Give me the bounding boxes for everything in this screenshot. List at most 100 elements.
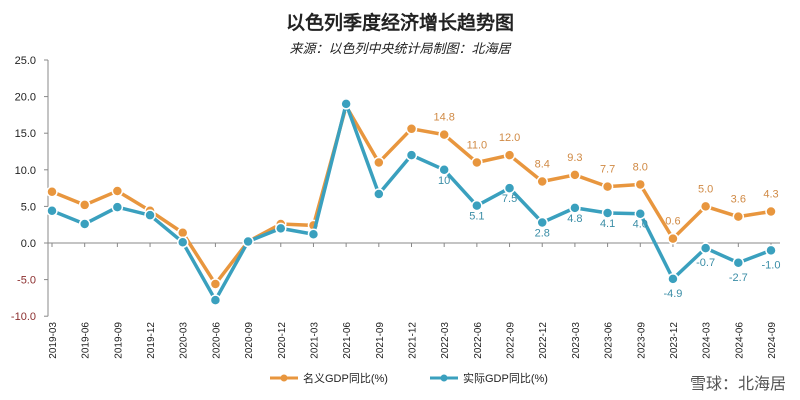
- y-tick-label: 10.0: [15, 165, 36, 177]
- x-tick-label: 2021-09: [375, 322, 386, 359]
- x-tick-label: 2022-03: [440, 322, 451, 359]
- y-tick-label: 0.0: [21, 238, 36, 250]
- x-tick-label: 2019-09: [113, 322, 124, 359]
- data-point: [601, 180, 614, 193]
- data-point: [503, 182, 516, 194]
- y-tick-label: 20.0: [15, 92, 36, 104]
- data-point: [601, 207, 614, 219]
- legend-marker: [280, 374, 288, 382]
- data-label: 3.6: [731, 194, 746, 206]
- x-tick-label: 2023-03: [571, 322, 582, 359]
- data-label: 2.8: [535, 228, 550, 240]
- data-point: [765, 244, 777, 257]
- x-tick-label: 2019-06: [81, 322, 92, 359]
- legend-label: 名义GDP同比(%): [303, 371, 388, 385]
- data-label: 14.8: [433, 112, 454, 124]
- data-label: -2.7: [729, 272, 748, 284]
- watermark: 雪球：北海居: [689, 376, 786, 393]
- data-point: [667, 273, 679, 285]
- chart-subtitle: 来源：以色列中央统计局制图：北海居: [289, 41, 511, 56]
- data-point: [78, 199, 91, 211]
- data-label: -0.7: [696, 257, 715, 269]
- data-point: [209, 278, 222, 290]
- x-tick-label: 2022-06: [473, 322, 484, 359]
- data-point: [176, 227, 189, 239]
- y-tick-label: -5.0: [17, 275, 36, 287]
- x-tick-label: 2023-12: [669, 322, 680, 359]
- data-label: 4.3: [763, 189, 778, 201]
- data-label: 5.0: [698, 183, 713, 195]
- data-point: [667, 232, 679, 245]
- chart-title: 以色列季度经济增长趋势图: [285, 13, 514, 34]
- data-point: [732, 210, 745, 223]
- data-label: -1.0: [762, 259, 781, 271]
- x-tick-label: 2024-09: [767, 322, 778, 359]
- data-label: 9.3: [567, 152, 582, 164]
- x-tick-label: 2021-03: [309, 322, 320, 359]
- data-point: [275, 222, 287, 235]
- data-label: 8.4: [535, 159, 550, 171]
- y-tick-label: 15.0: [15, 128, 36, 140]
- data-point: [503, 149, 516, 161]
- x-tick-label: 2021-12: [408, 322, 419, 359]
- data-label: 7.7: [600, 164, 615, 176]
- data-point: [373, 188, 385, 200]
- data-point: [111, 201, 124, 213]
- x-tick-label: 2024-06: [734, 322, 745, 359]
- data-point: [765, 205, 777, 218]
- data-point: [438, 128, 450, 141]
- data-point: [46, 186, 58, 198]
- data-point: [699, 200, 712, 213]
- x-tick-label: 2022-12: [538, 322, 549, 359]
- data-point: [340, 98, 352, 110]
- data-label: 8.0: [633, 161, 648, 173]
- data-point: [471, 156, 483, 169]
- data-label: 11.0: [467, 139, 488, 151]
- data-label: -4.9: [663, 288, 682, 300]
- data-label: 5.1: [469, 211, 484, 223]
- data-point: [405, 149, 418, 161]
- data-label: 4.0: [633, 219, 648, 231]
- y-tick-label: -10.0: [11, 311, 36, 323]
- data-label: 7.5: [502, 193, 517, 205]
- x-tick-label: 2020-03: [179, 322, 190, 359]
- y-tick-label: 25.0: [15, 55, 36, 67]
- data-point: [373, 156, 385, 169]
- data-point: [536, 175, 548, 188]
- x-tick-label: 2019-03: [48, 322, 59, 359]
- y-tick-label: 5.0: [21, 201, 36, 213]
- x-tick-label: 2019-12: [146, 322, 157, 359]
- data-point: [78, 218, 91, 230]
- x-tick-label: 2021-06: [342, 322, 353, 359]
- x-tick-label: 2023-06: [604, 322, 615, 359]
- x-tick-label: 2020-12: [277, 322, 288, 359]
- data-label: 0.6: [665, 216, 680, 228]
- data-point: [634, 178, 647, 191]
- x-tick-label: 2024-03: [702, 322, 713, 359]
- x-tick-label: 2020-06: [211, 322, 222, 359]
- data-point: [634, 207, 647, 220]
- data-point: [209, 294, 222, 306]
- x-tick-label: 2022-09: [506, 322, 517, 359]
- data-point: [242, 235, 254, 248]
- data-label: 10: [438, 175, 450, 187]
- data-point: [732, 257, 745, 269]
- data-point: [144, 209, 156, 221]
- data-label: 12.0: [499, 132, 520, 144]
- x-tick-label: 2020-09: [244, 322, 255, 359]
- data-label: 4.8: [567, 213, 582, 225]
- legend-label: 实际GDP同比(%): [463, 371, 548, 385]
- data-point: [176, 236, 189, 249]
- data-point: [405, 123, 418, 135]
- data-point: [699, 242, 712, 254]
- x-tick-label: 2023-09: [636, 322, 647, 359]
- data-point: [536, 216, 548, 229]
- data-point: [569, 202, 581, 214]
- legend-marker: [440, 374, 448, 382]
- data-point: [111, 185, 124, 197]
- data-label: 4.1: [600, 218, 615, 230]
- data-point: [438, 164, 450, 176]
- data-point: [471, 199, 483, 212]
- data-point: [46, 205, 58, 217]
